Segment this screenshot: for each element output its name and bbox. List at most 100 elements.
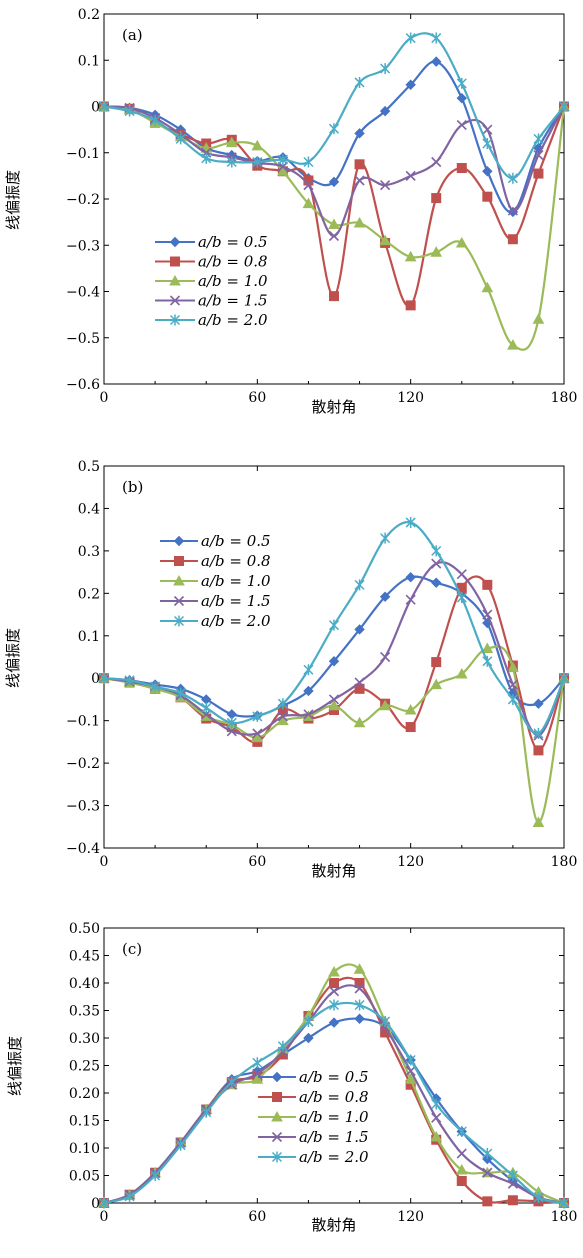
data-point	[328, 656, 340, 667]
x-tick-label: 0	[100, 854, 109, 870]
x-tick-label: 120	[397, 1209, 424, 1225]
data-point	[456, 119, 467, 131]
data-point	[533, 745, 544, 756]
data-point	[431, 32, 442, 44]
data-point	[455, 1163, 468, 1175]
y-tick-label: −0.1	[66, 146, 100, 162]
series-1	[98, 56, 570, 218]
data-point	[354, 1013, 365, 1024]
data-point	[558, 672, 570, 684]
series-5	[98, 999, 570, 1209]
data-point	[507, 1170, 518, 1181]
data-point	[226, 1076, 237, 1088]
data-point	[353, 963, 366, 974]
data-point	[354, 175, 365, 186]
data-point	[507, 1178, 518, 1189]
data-point	[379, 234, 391, 246]
legend: a/b = 0.5 a/b = 0.8 a/b = 1.0 a/b = 1.5 a/b …	[258, 1068, 369, 1166]
y-tick-label: 0	[91, 1196, 100, 1212]
data-point	[98, 672, 110, 684]
x-tick-label: 120	[397, 390, 424, 406]
data-point	[328, 176, 340, 188]
legend-marker	[271, 1151, 283, 1163]
y-tick-label: 0.2	[78, 586, 100, 602]
data-point	[456, 163, 467, 174]
data-point	[405, 571, 416, 583]
data-point	[456, 1176, 467, 1186]
data-point	[533, 168, 544, 179]
data-point	[405, 1054, 416, 1066]
y-tick-label: −0.1	[66, 714, 100, 730]
data-point	[354, 677, 365, 688]
data-point	[303, 1032, 314, 1044]
legend-entry: a/b = 1.5	[299, 1128, 369, 1146]
data-point	[507, 693, 518, 705]
legend-entry: a/b = 2.0	[201, 612, 271, 630]
legend-marker	[173, 574, 185, 586]
data-point	[328, 123, 340, 135]
y-tick-label: 0.40	[69, 976, 100, 992]
chart-panel-3: 0 0.05 0.10 0.15 0.20 0.25 0.30 0.35 0.40 0.45 0.5…	[6, 921, 577, 1234]
data-point	[124, 674, 135, 686]
series-line	[103, 32, 565, 180]
data-point	[328, 218, 340, 229]
data-point	[329, 291, 339, 302]
y-tick-label: 0.1	[78, 629, 100, 645]
legend-marker	[169, 314, 181, 326]
data-point	[175, 1139, 186, 1151]
data-point	[328, 965, 340, 977]
y-tick-label: 0.25	[69, 1059, 100, 1075]
data-point	[404, 1073, 417, 1084]
data-point	[226, 156, 237, 168]
data-point	[431, 1098, 442, 1110]
data-point	[405, 170, 416, 181]
data-point	[455, 236, 468, 248]
data-point	[277, 698, 288, 710]
data-point	[430, 678, 443, 690]
data-point	[405, 79, 416, 90]
data-point	[507, 172, 518, 184]
legend-entry: a/b = 0.8	[299, 1088, 369, 1106]
legend-entry: a/b = 1.0	[299, 1108, 369, 1126]
data-point	[303, 180, 314, 191]
y-tick-label: 0.45	[69, 949, 100, 965]
data-point	[533, 133, 544, 145]
legend-marker	[271, 1131, 283, 1143]
legend-marker	[170, 256, 180, 267]
legend: a/b = 0.5 a/b = 0.8 a/b = 1.0 a/b = 1.5 a/b …	[160, 532, 271, 630]
legend-marker	[169, 295, 181, 306]
legend-entry: a/b = 0.5	[198, 233, 268, 251]
data-point	[482, 579, 493, 590]
series-3	[98, 100, 570, 351]
data-point	[481, 642, 494, 654]
data-point	[251, 1073, 264, 1084]
data-point	[456, 92, 467, 104]
data-point	[354, 159, 365, 170]
data-point	[98, 101, 110, 112]
data-point	[431, 577, 442, 588]
x-tick-label: 180	[551, 1209, 578, 1225]
y-tick-label: −0.3	[66, 238, 100, 254]
series-5	[98, 32, 570, 184]
data-point	[532, 816, 545, 828]
x-tick-label: 60	[248, 854, 266, 870]
data-point	[431, 657, 442, 668]
data-point	[225, 136, 238, 148]
y-tick-label: 0.3	[78, 544, 100, 560]
data-point	[201, 152, 212, 164]
legend-marker	[272, 1092, 282, 1102]
data-point	[124, 1190, 135, 1202]
data-point	[353, 217, 366, 228]
data-point	[252, 728, 263, 739]
data-point	[482, 1148, 493, 1159]
x-tick-label: 0	[100, 1209, 109, 1225]
data-point	[252, 156, 263, 168]
legend-entry: a/b = 1.5	[201, 592, 271, 610]
data-point	[124, 105, 135, 117]
y-tick-label: 0.10	[69, 1141, 100, 1157]
data-point	[456, 1126, 467, 1137]
data-point	[380, 651, 391, 663]
y-axis-label: 线偏振度	[6, 1036, 24, 1096]
data-point	[354, 128, 365, 139]
legend-marker	[271, 1071, 283, 1083]
